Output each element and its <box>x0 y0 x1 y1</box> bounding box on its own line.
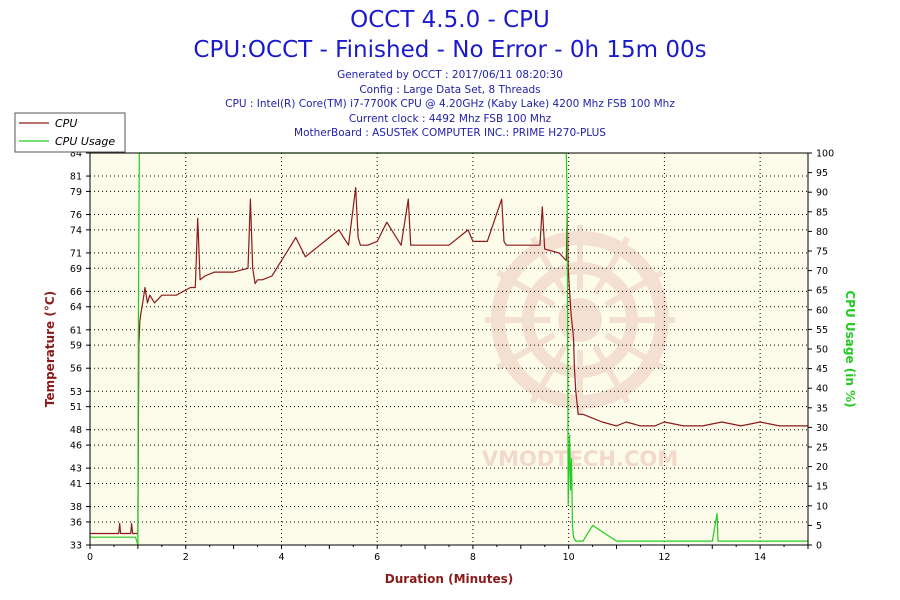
y-right-tick-label: 55 <box>816 325 828 336</box>
watermark-core <box>558 298 602 342</box>
y-left-tick-label: 36 <box>70 517 82 528</box>
watermark-spoke <box>529 236 568 296</box>
y-left-tick-label: 61 <box>70 325 82 336</box>
legend-label: CPU Usage <box>55 135 115 148</box>
y-left-tick-label: 79 <box>70 187 82 198</box>
legend-box <box>14 112 126 153</box>
watermark-spoke <box>592 344 631 404</box>
y-left-tick-label: 69 <box>70 264 82 275</box>
y-right-tick-label: 40 <box>816 384 828 395</box>
y-left-tick-label: 59 <box>70 341 82 352</box>
watermark-spoke <box>592 236 631 296</box>
y-right-tick-label: 80 <box>816 227 828 238</box>
watermark-ring-outer <box>491 231 669 409</box>
legend-item-cpu: CPU <box>19 117 77 130</box>
y-left-tick-label: 71 <box>70 248 82 259</box>
y-right-tick-label: 35 <box>816 403 828 414</box>
x-tick-label: 10 <box>563 552 575 563</box>
info-generated: Generated by OCCT : 2017/06/11 08:20:30 <box>337 69 563 81</box>
legend-label: CPU <box>55 117 77 130</box>
y-left-tick-label: 81 <box>70 172 82 183</box>
watermark-spoke <box>604 269 664 308</box>
info-clock: Current clock : 4492 Mhz FSB 100 Mhz <box>348 112 552 125</box>
y-right-tick-label: 70 <box>816 266 828 277</box>
y-right-tick-label: 65 <box>816 286 828 297</box>
y-right-tick-label: 15 <box>816 482 828 493</box>
chart-subtitle: CPU:OCCT - Finished - No Error - 0h 15m … <box>193 37 707 63</box>
watermark-spoke <box>604 332 664 371</box>
y-right-axis-label: CPU Usage (in %) <box>843 290 857 407</box>
y-right-tick-label: 20 <box>816 462 828 473</box>
y-right-tick-label: 60 <box>816 305 828 316</box>
x-axis-label: Duration (Minutes) <box>385 572 513 586</box>
y-right-tick-label: 95 <box>816 168 828 179</box>
y-left-axis-label: Temperature (°C) <box>43 291 57 407</box>
info-config: Config : Large Data Set, 8 Threads <box>359 83 541 96</box>
watermark-spoke <box>496 269 556 308</box>
x-tick-label: 12 <box>658 552 670 563</box>
y-left-tick-label: 51 <box>70 402 82 413</box>
y-right-tick-label: 100 <box>816 149 834 160</box>
y-left-tick-label: 76 <box>70 210 82 221</box>
x-tick-label: 8 <box>470 552 476 563</box>
y-left-tick-label: 33 <box>70 541 82 552</box>
y-right-tick-label: 25 <box>816 443 828 454</box>
y-left-tick-label: 84 <box>70 149 82 160</box>
y-right-tick-label: 0 <box>816 541 822 552</box>
y-right-tick-label: 5 <box>816 521 822 532</box>
y-left-tick-label: 53 <box>70 387 82 398</box>
y-right-tick-label: 45 <box>816 364 828 375</box>
y-left-tick-label: 41 <box>70 479 82 490</box>
x-tick-label: 0 <box>87 552 93 563</box>
series-line-cpu-temperature <box>90 187 808 535</box>
y-left-tick-label: 46 <box>70 441 82 452</box>
legend-item-cpu-usage: CPU Usage <box>19 135 115 148</box>
info-motherboard: MotherBoard : ASUSTeK COMPUTER INC.: PRI… <box>294 127 606 139</box>
y-right-tick-label: 10 <box>816 501 828 512</box>
watermark-ring-inner <box>522 262 638 378</box>
y-left-tick-label: 56 <box>70 364 82 375</box>
y-right-tick-label: 50 <box>816 345 828 356</box>
y-left-tick-label: 64 <box>70 302 82 313</box>
y-right-tick-label: 90 <box>816 188 828 199</box>
y-left-tick-label: 38 <box>70 502 82 513</box>
watermark-spoke <box>496 332 556 371</box>
plot-area <box>90 153 808 545</box>
chart-title: OCCT 4.5.0 - CPU <box>350 7 550 33</box>
info-cpu: CPU : Intel(R) Core(TM) i7-7700K CPU @ 4… <box>225 98 675 110</box>
y-left-tick-label: 48 <box>70 425 82 436</box>
y-right-tick-label: 30 <box>816 423 828 434</box>
y-right-tick-label: 75 <box>816 247 828 258</box>
x-tick-label: 6 <box>374 552 380 563</box>
x-tick-label: 4 <box>278 552 284 563</box>
y-left-tick-label: 43 <box>70 464 82 475</box>
x-tick-label: 2 <box>183 552 189 563</box>
y-left-tick-label: 66 <box>70 287 82 298</box>
y-right-tick-label: 85 <box>816 207 828 218</box>
watermark-spoke <box>529 344 568 404</box>
y-left-tick-label: 74 <box>70 225 82 236</box>
x-tick-label: 14 <box>754 552 766 563</box>
watermark-text: VMODTECH.COM <box>482 447 678 471</box>
